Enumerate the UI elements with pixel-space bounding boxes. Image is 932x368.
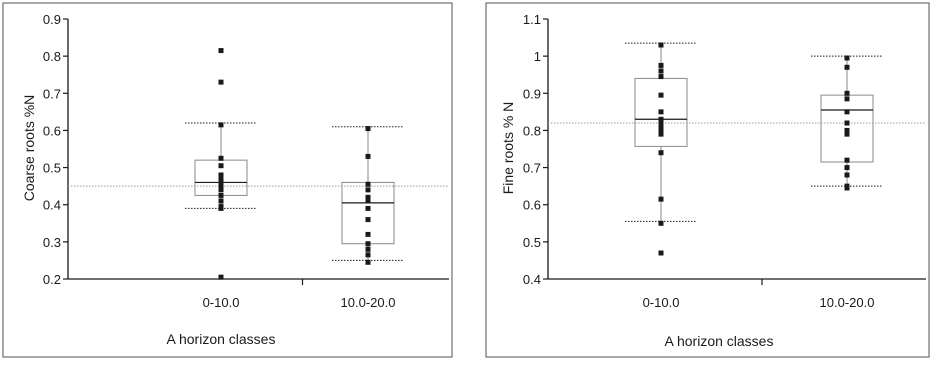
data-point	[844, 120, 850, 126]
data-point	[658, 74, 664, 80]
y-tick-label: 0.5	[43, 161, 61, 176]
x-tick-label: 10.0-20.0	[820, 295, 875, 310]
data-point	[365, 231, 371, 237]
data-point	[365, 194, 371, 200]
data-point	[365, 259, 371, 265]
data-point	[658, 92, 664, 98]
y-tick-label: 0.6	[523, 198, 541, 213]
data-point	[218, 187, 224, 193]
data-point	[844, 127, 850, 133]
data-point	[218, 198, 224, 204]
y-tick-label: 0.5	[523, 235, 541, 250]
y-tick-label: 1	[534, 49, 541, 64]
data-point	[844, 165, 850, 171]
data-point	[658, 131, 664, 137]
data-point	[365, 187, 371, 193]
y-tick-label: 0.6	[43, 123, 61, 138]
data-point	[658, 150, 664, 156]
data-point	[844, 64, 850, 70]
data-point	[365, 252, 371, 258]
data-point	[844, 109, 850, 115]
data-point	[365, 217, 371, 223]
data-point	[658, 250, 664, 256]
x-tick-label: 0-10.0	[643, 295, 680, 310]
coarse-roots-chart: 0.2 0.3 0.4 0.5 0.6 0.7 0.8 0.9 0-10.0 10.0-20.0	[43, 12, 449, 310]
data-point	[365, 198, 371, 204]
data-point	[658, 42, 664, 48]
data-point	[218, 192, 224, 198]
left-panel-frame	[2, 2, 453, 358]
data-point	[218, 183, 224, 189]
data-point	[365, 205, 371, 211]
y-tick-label: 0.7	[523, 161, 541, 176]
data-point	[658, 124, 664, 130]
data-point	[218, 79, 224, 85]
y-axis-label-coarse: Coarse roots %N	[21, 95, 37, 202]
data-point	[844, 96, 850, 102]
data-point	[365, 241, 371, 247]
data-point	[658, 120, 664, 126]
x-tick-label: 10.0-20.0	[341, 295, 396, 310]
data-point	[218, 176, 224, 182]
data-point	[218, 163, 224, 169]
data-point	[658, 62, 664, 68]
data-point	[658, 220, 664, 226]
data-point	[365, 246, 371, 252]
data-point	[844, 185, 850, 191]
x-axis-label-fine: A horizon classes	[665, 333, 774, 349]
data-point	[365, 126, 371, 132]
data-point	[218, 179, 224, 185]
data-point	[218, 155, 224, 161]
y-tick-label: 1.1	[523, 12, 541, 27]
data-point	[218, 172, 224, 178]
data-point	[218, 48, 224, 54]
y-tick-label: 0.4	[523, 272, 541, 287]
data-point	[658, 68, 664, 74]
data-point	[365, 153, 371, 159]
right-panel-frame	[485, 2, 930, 358]
x-axis-label-coarse: A horizon classes	[167, 331, 276, 347]
data-point	[844, 131, 850, 137]
data-point	[658, 109, 664, 115]
data-point	[844, 55, 850, 61]
data-point	[844, 90, 850, 96]
y-axis-label-fine: Fine roots % N	[500, 102, 516, 195]
data-point	[658, 116, 664, 122]
y-tick-label: 0.9	[43, 12, 61, 27]
y-tick-label: 0.8	[43, 49, 61, 64]
data-point	[218, 205, 224, 211]
y-tick-label: 0.3	[43, 235, 61, 250]
y-tick-label: 0.4	[43, 198, 61, 213]
y-tick-label: 0.9	[523, 86, 541, 101]
y-tick-label: 0.7	[43, 86, 61, 101]
data-point	[218, 122, 224, 128]
y-tick-label: 0.8	[523, 123, 541, 138]
x-tick-label: 0-10.0	[203, 295, 240, 310]
data-point	[658, 196, 664, 202]
data-point	[218, 274, 224, 280]
data-point	[844, 172, 850, 178]
fine-roots-chart: 0.4 0.5 0.6 0.7 0.8 0.9 1 1.1 0-10.0 10.0-20.0	[523, 12, 926, 310]
y-tick-label: 0.2	[43, 272, 61, 287]
data-point	[844, 157, 850, 163]
data-point	[658, 127, 664, 133]
data-point	[365, 181, 371, 187]
